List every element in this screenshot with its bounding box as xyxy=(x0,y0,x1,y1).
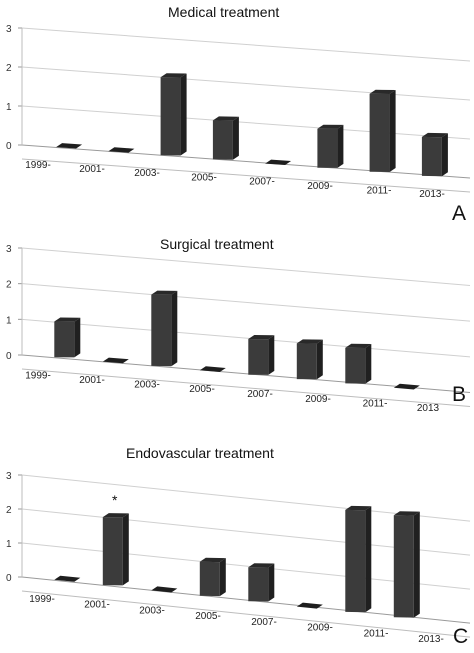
bar-1999-zero xyxy=(56,143,83,149)
y-tick-label: 1 xyxy=(6,102,12,113)
chart-svg: 0 1 2 3 1999- 2001- * 2003- 2005- 2007- 2009- 2011-… xyxy=(6,471,471,645)
x-tick-label: 2005- xyxy=(189,384,215,395)
y-tick-label: 1 xyxy=(6,315,12,326)
chart-svg: 0 1 2 3 1999- 2001- 2003- 2005- 2007- 2009- 2011- 2… xyxy=(6,24,471,200)
bar-2001-zero xyxy=(108,147,135,153)
gridline xyxy=(21,27,471,62)
y-tick-label: 3 xyxy=(6,24,12,35)
bar-2007-zero xyxy=(265,159,292,165)
gridline xyxy=(21,66,471,101)
bar-2013 xyxy=(393,511,420,618)
x-tick-label: 2011- xyxy=(367,185,392,196)
bar-2005-zero xyxy=(199,366,226,372)
bar-2013-zero xyxy=(393,383,420,390)
x-tick-label: 2013- xyxy=(419,189,445,200)
bar-1999 xyxy=(54,317,81,358)
bar-2009-zero xyxy=(296,602,323,609)
y-tick-label: 2 xyxy=(6,505,12,516)
y-tick-label: 3 xyxy=(6,471,12,482)
bar-1999-zero xyxy=(54,575,81,582)
x-tick-label: 2003- xyxy=(134,168,160,179)
x-tick-label: 1999- xyxy=(29,594,55,605)
bar-2007 xyxy=(248,335,275,375)
x-tick-label: 2009- xyxy=(307,623,333,634)
chart-title: Endovascular treatment xyxy=(126,445,274,461)
x-tick-label: 2007- xyxy=(249,177,275,188)
y-tick-label: 3 xyxy=(6,244,12,255)
x-tick-label: 2007- xyxy=(251,617,277,628)
y-tick-label: 1 xyxy=(6,539,12,550)
bar-2013 xyxy=(421,132,448,177)
x-tick-label: 2009- xyxy=(307,181,333,192)
y-tick-label: 2 xyxy=(6,63,12,74)
gridline xyxy=(21,144,471,179)
panel-label: C xyxy=(453,625,469,648)
bar-2009 xyxy=(317,124,344,168)
x-tick-label: 2013 xyxy=(417,403,440,414)
gridline xyxy=(21,283,471,322)
gridline xyxy=(21,247,471,287)
panel-label: A xyxy=(452,202,467,225)
bar-2003-zero xyxy=(151,586,178,593)
bar-2005 xyxy=(212,116,239,160)
chart-title: Surgical treatment xyxy=(160,236,274,252)
y-tick-label: 0 xyxy=(6,573,12,584)
gridline xyxy=(21,354,471,394)
x-tick-label: 2009- xyxy=(305,394,331,405)
x-tick-label: 2005- xyxy=(195,611,221,622)
bar-2009 xyxy=(296,339,323,380)
chart-panel-medical: Medical treatment 0 1 2 3 1999- 2001- 2003- 200… xyxy=(0,0,474,225)
y-tick-label: 0 xyxy=(6,141,12,152)
gridline xyxy=(21,318,471,358)
bar-2001 xyxy=(102,513,129,586)
x-tick-label: 2005- xyxy=(191,172,217,183)
chart-title: Medical treatment xyxy=(168,4,280,20)
floor-edge xyxy=(21,368,471,408)
x-tick-label: 2003- xyxy=(134,379,160,390)
bar-2011 xyxy=(369,89,396,172)
floor-edge xyxy=(21,590,471,638)
x-tick-label: 1999- xyxy=(25,160,51,171)
bar-2001-zero xyxy=(102,357,129,364)
chart-panel-surgical: Surgical treatment 0 1 2 3 1999- 2001- 2003- 20… xyxy=(0,220,474,438)
chart-svg: 0 1 2 3 1999- 2001- 2003- 2005- 2007- 2009- 2011- 2… xyxy=(6,244,471,414)
bar-2011 xyxy=(345,343,372,384)
annotation-star: * xyxy=(112,492,118,508)
x-tick-label: 1999- xyxy=(25,370,51,381)
floor-edge xyxy=(21,158,471,193)
bar-2005 xyxy=(199,557,226,597)
x-tick-label: 2011- xyxy=(364,628,389,639)
bar-2003 xyxy=(160,73,187,156)
y-tick-label: 2 xyxy=(6,280,12,291)
x-tick-label: 2013- xyxy=(418,634,444,645)
x-tick-label: 2011- xyxy=(363,399,388,410)
chart-panel-endovascular: Endovascular treatment 0 1 2 3 1999- 2001- * 20… xyxy=(0,437,474,653)
x-tick-label: 2003- xyxy=(139,605,165,616)
bar-2011 xyxy=(345,505,372,613)
x-tick-label: 2007- xyxy=(247,389,273,400)
x-tick-label: 2001- xyxy=(79,375,105,386)
gridline xyxy=(21,474,471,522)
x-tick-label: 2001- xyxy=(79,164,105,175)
gridline xyxy=(21,105,471,140)
y-tick-label: 0 xyxy=(6,351,12,362)
x-tick-label: 2001- xyxy=(84,600,110,611)
bar-2007 xyxy=(248,563,275,602)
bar-2003 xyxy=(151,290,178,367)
panel-label: B xyxy=(452,383,467,406)
